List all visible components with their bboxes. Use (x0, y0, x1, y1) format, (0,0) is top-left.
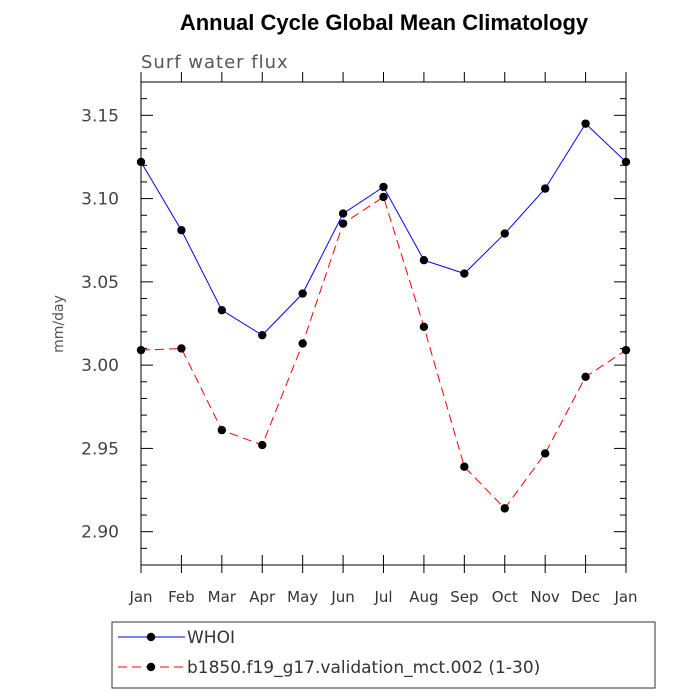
x-tick-label: Apr (249, 588, 276, 606)
series-2-point (460, 462, 469, 471)
y-tick-label: 3.15 (81, 106, 119, 126)
x-tick-label: Jan (128, 588, 152, 606)
series-2-point (258, 440, 267, 450)
legend-marker-1 (146, 632, 156, 642)
x-tick-label: Aug (409, 588, 438, 606)
series-2-point (338, 219, 348, 228)
plot-area: 2.90 2.95 3.00 3.05 3.10 3.15 Jan Feb Mar Apr May J… (81, 72, 638, 606)
series-1-point (581, 119, 590, 128)
chart-title: Annual Cycle Global Mean Climatology (180, 10, 589, 35)
y-tick-label: 3.10 (81, 190, 119, 210)
series-2-point (540, 449, 550, 458)
y-tick-label: 3.05 (81, 273, 119, 293)
series-1-point (136, 157, 146, 167)
y-tick-label: 3.00 (81, 356, 119, 376)
y-tick-label: 2.95 (81, 439, 119, 459)
series-line-1 (140, 122, 627, 336)
series-1-point (258, 330, 267, 340)
series-1-point (460, 269, 469, 278)
series-1-point (419, 256, 429, 265)
series-1-point (338, 209, 348, 218)
series-2-point (581, 372, 590, 381)
x-tick-label: Jun (330, 588, 354, 606)
x-tick-label: Oct (492, 588, 518, 606)
series-1-point (621, 157, 631, 167)
series-2-point (177, 344, 186, 353)
series-2-point (298, 339, 307, 348)
legend: WHOI b1850.f19_g17.validation_mct.002 (1-… (118, 628, 540, 678)
x-tick-label: Nov (531, 588, 560, 606)
series-1-point (500, 229, 509, 238)
series-1-point (540, 184, 550, 193)
x-tick-label: Feb (168, 588, 195, 606)
series-2-point (419, 322, 429, 332)
y-axis-label: mm/day (51, 295, 67, 353)
series-2-point (379, 192, 388, 202)
series-1-point (177, 226, 186, 235)
x-tick-label: May (287, 588, 318, 606)
x-tick-label: Mar (208, 588, 237, 606)
chart-subtitle: Surf water flux (141, 52, 289, 73)
legend-label-2: b1850.f19_g17.validation_mct.002 (1-30) (187, 658, 540, 678)
legend-marker-2 (146, 662, 156, 672)
series-2-point (136, 345, 146, 355)
series-1-point (298, 289, 307, 298)
series-2-point (500, 504, 509, 513)
legend-label-1: WHOI (187, 628, 235, 648)
x-tick-label: Sep (450, 588, 478, 606)
series-2-point (217, 425, 227, 435)
x-tick-label: Dec (571, 588, 600, 606)
series-1-point (379, 182, 388, 192)
series-1-point (217, 305, 227, 315)
series-2-point (621, 345, 631, 355)
legend-box (111, 621, 656, 689)
x-tick-label: Jul (373, 588, 392, 606)
y-tick-label: 2.90 (81, 523, 119, 543)
x-tick-label: Jan (613, 588, 637, 606)
series-line-2 (140, 196, 627, 510)
plot-frame (140, 81, 627, 566)
